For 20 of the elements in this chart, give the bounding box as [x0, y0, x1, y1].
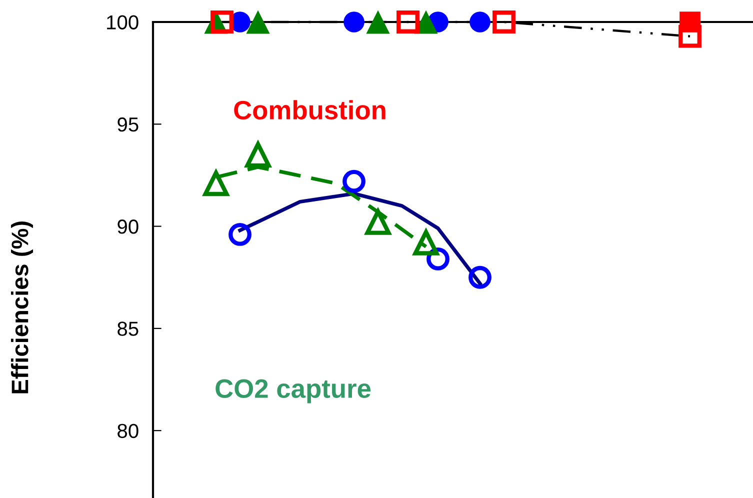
- annotation: Combustion: [234, 100, 386, 120]
- point: [414, 10, 438, 34]
- point: [228, 223, 252, 246]
- y-axis-title: Efficiencies (%): [10, 222, 33, 394]
- point: [492, 10, 516, 34]
- y-tick-label: 80: [118, 424, 138, 438]
- point: [210, 10, 234, 34]
- point: [470, 12, 490, 32]
- point: [366, 10, 390, 34]
- point: [678, 24, 702, 48]
- point: [344, 12, 364, 32]
- point: [342, 170, 366, 193]
- y-tick-label: 100: [107, 15, 138, 30]
- y-tick-label: 90: [118, 220, 138, 234]
- y-tick-label: 85: [118, 322, 138, 336]
- y-tick-label: 95: [118, 117, 138, 132]
- annotation: CO2 capture: [216, 379, 371, 404]
- point: [396, 10, 420, 34]
- point: [468, 266, 492, 289]
- point: [246, 10, 270, 34]
